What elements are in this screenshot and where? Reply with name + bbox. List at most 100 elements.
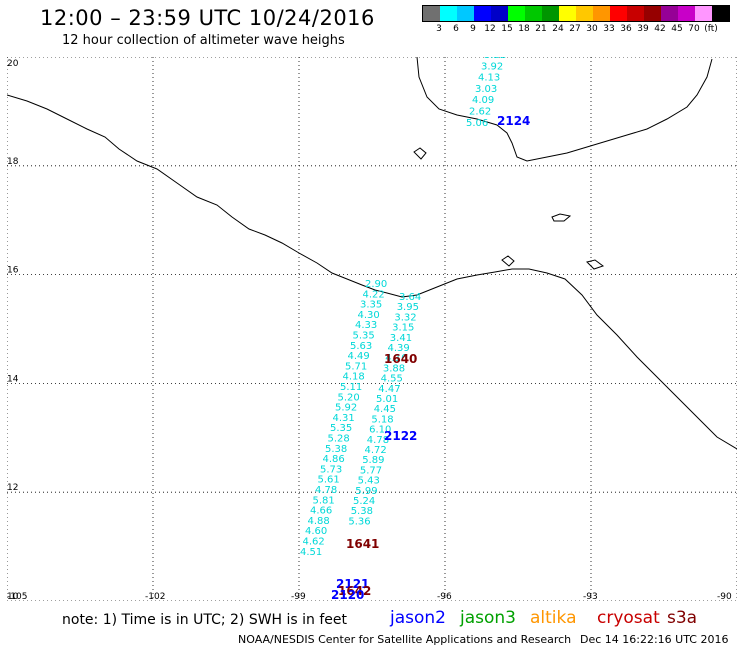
wave-height-value: 4.09 (472, 95, 494, 106)
longitude-label: -96 (437, 592, 452, 601)
latitude-label: 20 (7, 59, 19, 69)
wave-height-value: 4.16 (385, 353, 407, 364)
graticule: -105 -102 -99 -96 -93 -90 20 18 16 14 12 10 (7, 57, 737, 601)
longitude-label: -93 (583, 592, 598, 601)
wave-height-value: 4.33 (355, 320, 377, 331)
coastline (7, 57, 737, 450)
latitude-label: 16 (7, 266, 19, 276)
wave-height-value: 5.43 (358, 476, 380, 487)
colorbar-label: 3 (436, 24, 442, 34)
legend-item-jason2: jason2 (390, 608, 446, 628)
credit: NOAA/NESDIS Center for Satellite Applica… (238, 633, 572, 646)
colorbar-label: 15 (501, 24, 513, 34)
latitude-label: 18 (7, 157, 19, 167)
longitude-label: -105 (7, 592, 27, 601)
colorbar-label: 18 (518, 24, 530, 34)
wave-height-value: 5.28 (328, 434, 350, 445)
colorbar-label: 70 (688, 24, 700, 34)
wave-height-value: 4.22 (363, 289, 385, 300)
colorbar-swatch (712, 6, 729, 21)
colorbar-swatch (423, 6, 440, 21)
wave-height-value: 3.15 (392, 323, 414, 334)
wave-height-value: 4.78 (367, 435, 389, 446)
colorbar-swatch (559, 6, 576, 21)
legend-item-jason3: jason3 (460, 608, 516, 628)
colorbar-label: (ft) (704, 24, 718, 34)
wave-height-value: 6.10 (369, 425, 391, 436)
wave-height-value: 5.36 (348, 516, 370, 527)
colorbar-swatch (525, 6, 542, 21)
wave-height-value: 3.64 (399, 292, 421, 303)
colorbar-swatch (678, 6, 695, 21)
wave-height-value: 5.01 (376, 394, 398, 405)
latitude-label: 14 (7, 374, 19, 384)
yucatan-coastline (416, 57, 713, 162)
map-subtitle: 12 hour collection of altimeter wave hei… (62, 33, 345, 48)
wave-height-value: 4.45 (374, 404, 396, 415)
wave-height-value: 4.51 (300, 547, 322, 558)
pass-time-label: 2122 (384, 429, 417, 443)
colorbar-swatch (627, 6, 644, 21)
pass-time-label: 2124 (497, 114, 530, 128)
latitude-label: 10 (7, 592, 19, 601)
colorbar-label: 12 (484, 24, 496, 34)
wave-height-value: 4.30 (358, 310, 380, 321)
colorbar-label: 21 (535, 24, 547, 34)
wave-height-value: 5.11 (340, 382, 362, 393)
wave-height-value: 5.81 (313, 495, 335, 506)
colorbar-swatch (695, 6, 712, 21)
colorbar-swatch (508, 6, 525, 21)
latitude-label: 12 (7, 483, 18, 493)
wave-height-value: 4.47 (378, 384, 400, 395)
wave-height-value: 5.38 (351, 506, 373, 517)
wave-height-value: 5.20 (338, 392, 360, 403)
legend-item-cryosat: cryosat (597, 608, 660, 628)
wave-height-value: 4.13 (478, 73, 500, 84)
wave-height-value: 4.88 (308, 516, 330, 527)
wave-height-labels: 3.223.924.133.034.092.625.06 2.904.223.35… (300, 57, 506, 558)
wave-height-value: 2.62 (469, 107, 491, 118)
wave-height-value: 4.31 (333, 413, 355, 424)
longitude-label: -99 (291, 592, 306, 601)
wave-height-value: 5.99 (355, 486, 377, 497)
wave-height-value: 2.90 (365, 279, 387, 290)
colorbar-label: 24 (552, 24, 564, 34)
colorbar-swatch (661, 6, 678, 21)
wave-height-value: 4.72 (365, 445, 387, 456)
wave-height-value: 3.88 (383, 363, 405, 374)
wave-height-value: 3.92 (481, 61, 503, 72)
wave-height-value: 3.35 (360, 300, 382, 311)
wave-height-value: 4.62 (303, 537, 325, 548)
pass-time-label: 2121 (336, 577, 369, 591)
colorbar-swatch (440, 6, 457, 21)
colorbar-swatch (491, 6, 508, 21)
colorbar-label: 39 (637, 24, 649, 34)
pass-time-label: 1640 (384, 352, 417, 366)
wave-height-value: 4.86 (323, 454, 345, 465)
footnote: note: 1) Time is in UTC; 2) SWH is in fe… (62, 612, 348, 628)
wave-height-colorbar (422, 5, 730, 22)
wave-height-value: 4.18 (343, 372, 365, 383)
mexico-coastline (7, 94, 737, 450)
pass-time-label: 1642 (338, 584, 371, 598)
colorbar-swatch (576, 6, 593, 21)
legend-item-altika: altika (530, 608, 577, 628)
wave-height-value: 4.60 (305, 526, 327, 537)
legend-item-s3a: s3a (667, 608, 698, 628)
wave-height-value: 5.73 (320, 464, 342, 475)
wave-height-value: 4.39 (388, 343, 410, 354)
colorbar-swatch (593, 6, 610, 21)
colorbar-label: 9 (470, 24, 476, 34)
wave-height-value: 4.55 (381, 374, 403, 385)
colorbar-label: 45 (671, 24, 683, 34)
colorbar-swatch (644, 6, 661, 21)
map-title: 12:00 – 23:59 UTC 10/24/2016 (40, 6, 375, 30)
longitude-label: -90 (717, 592, 732, 601)
wave-height-value: 5.38 (325, 444, 347, 455)
wave-height-value: 5.92 (335, 403, 357, 414)
wave-height-value: 4.66 (310, 506, 332, 517)
wave-height-value: 5.63 (350, 341, 372, 352)
pass-time-label: 1641 (346, 537, 379, 551)
wave-height-value: 5.18 (371, 414, 393, 425)
